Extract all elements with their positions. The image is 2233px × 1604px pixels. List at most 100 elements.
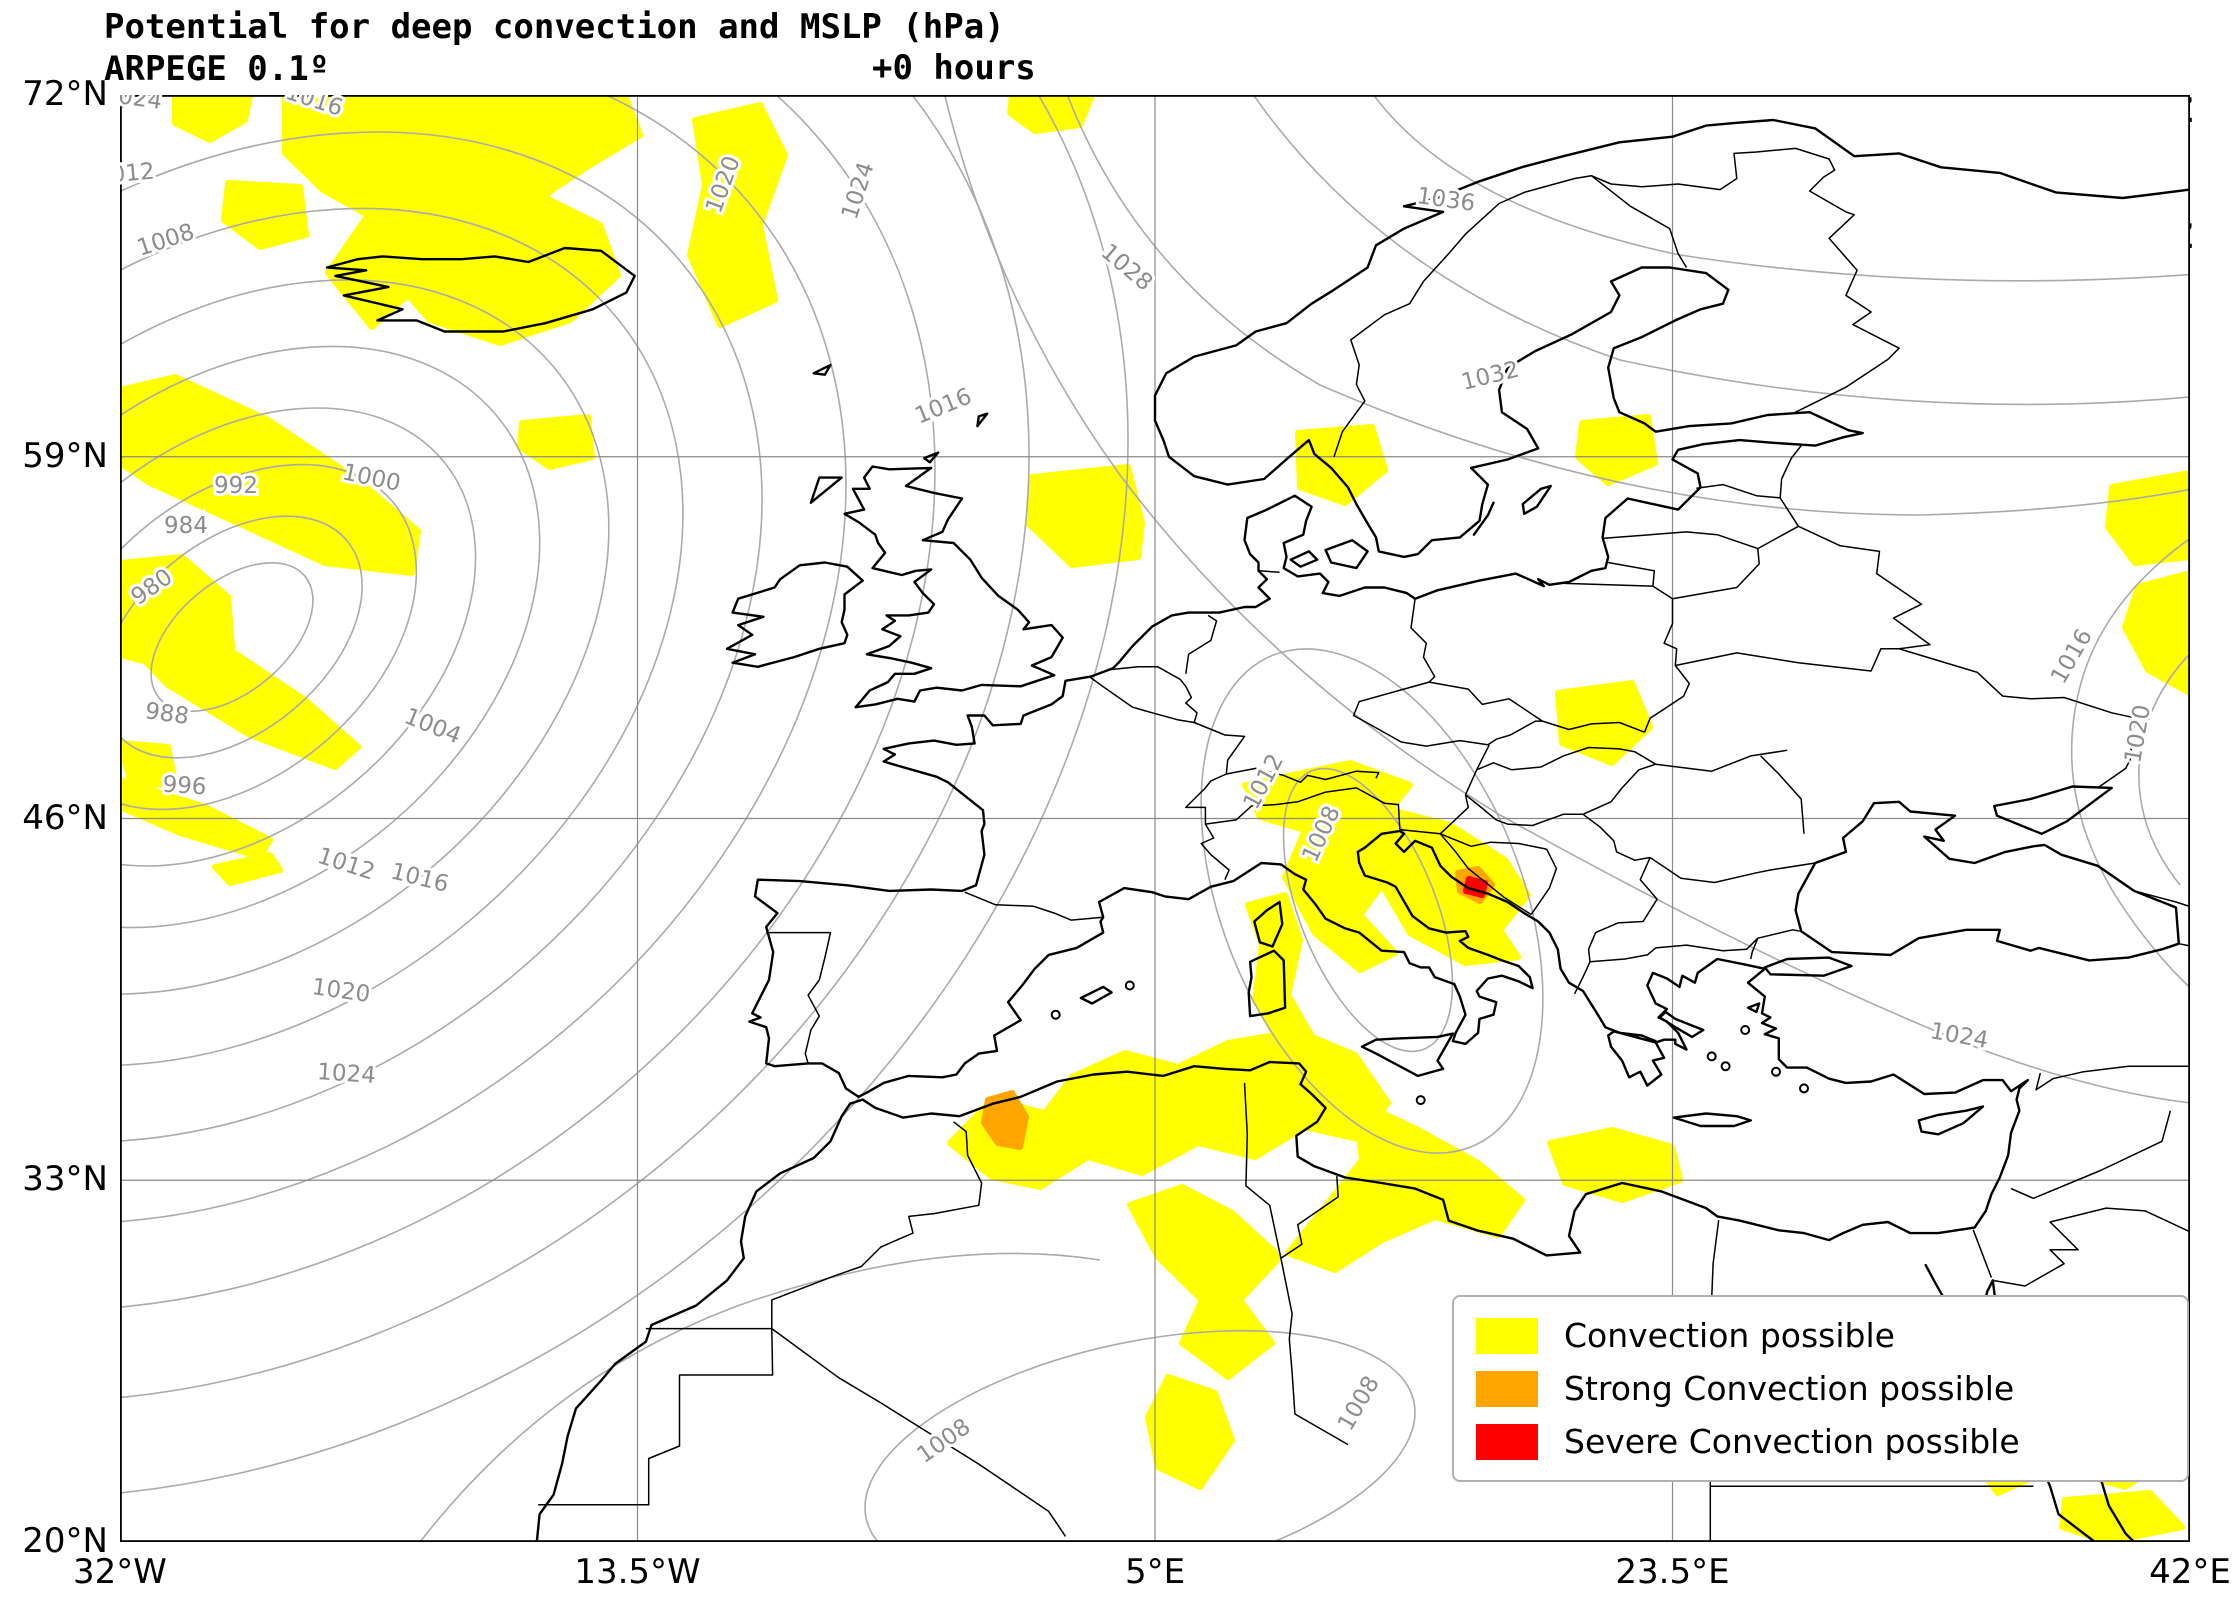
coastline (1521, 484, 1552, 515)
isobar-value-label: 1008 (134, 219, 198, 262)
coastline (325, 246, 636, 333)
country-border (1410, 598, 1436, 683)
isobar-line (1066, 95, 2190, 516)
isobar-line (150, 562, 314, 712)
country-border (964, 891, 1104, 921)
isobar-value-label: 1024 (1928, 1018, 1990, 1054)
legend-item: Strong Convection possible (1476, 1362, 2165, 1415)
isobar-layer (120, 95, 2190, 1542)
island-mark (1415, 1095, 1426, 1106)
coastline (1289, 550, 1319, 568)
coastline (1993, 785, 2113, 835)
isobar-value-label: 1008 (1333, 1372, 1385, 1436)
country-border (2178, 942, 2190, 947)
isobar-value-label: 1020 (2120, 703, 2156, 765)
y-tick-label: 59°N (22, 435, 108, 476)
coastline (1247, 949, 1287, 1018)
island-mark (1740, 1025, 1751, 1035)
isobar-line (120, 207, 684, 1067)
isobar-line (120, 95, 936, 1311)
country-border (1243, 1082, 1282, 1259)
country-border (1280, 1176, 1339, 1259)
legend-item: Severe Convection possible (1476, 1415, 2165, 1468)
model-resolution-label: ARPEGE 0.1º (104, 49, 330, 89)
isobar-value-label: 1024 (316, 1059, 376, 1089)
legend-swatch-severe-convection (1476, 1423, 1538, 1460)
country-border (1696, 483, 1781, 499)
isobar-value-label: 988 (143, 698, 190, 730)
coastline (1746, 1002, 1761, 1014)
convection-area (172, 95, 253, 143)
country-border (1205, 787, 1401, 830)
y-tick-label: 72°N (22, 74, 108, 114)
isobar-value-label: 1016 (388, 859, 451, 898)
isobar-line (120, 345, 541, 929)
legend-swatch-convection (1476, 1317, 1538, 1354)
coastline (812, 363, 832, 376)
x-tick-label: 13.5°W (574, 1552, 701, 1592)
isobar-line (2138, 652, 2190, 886)
country-border (1439, 833, 1532, 916)
coastline (725, 561, 864, 668)
country-border (1185, 614, 1218, 674)
isobar-line (120, 95, 1030, 1403)
country-border (1465, 763, 1656, 827)
isobar-value-label: 992 (214, 473, 258, 499)
island-mark (1720, 1061, 1731, 1072)
coastline (1763, 956, 1853, 977)
country-border (1655, 749, 1788, 772)
map-border (120, 95, 2190, 1542)
country-border (1226, 767, 1380, 784)
x-tick-label: 5°E (1124, 1552, 1186, 1592)
map-title: Potential for deep convection and MSLP (… (104, 7, 1005, 47)
x-tick-label: 32°W (73, 1552, 167, 1592)
isobar-line (1200, 648, 1544, 1154)
country-border (1590, 175, 1688, 268)
country-border (538, 1328, 774, 1506)
convection-area (687, 102, 788, 328)
coastline (809, 476, 843, 504)
coastline (1472, 501, 1495, 536)
country-border (1779, 445, 1802, 498)
convection-area (362, 180, 621, 346)
coastline (1917, 1105, 1985, 1136)
island-mark (1771, 1066, 1781, 1077)
isobar-value-label: 1012 (120, 159, 156, 190)
legend-item-label: Convection possible (1564, 1316, 1895, 1355)
country-border (1675, 648, 1900, 672)
coastline (843, 465, 1064, 709)
y-tick-label: 46°N (22, 797, 108, 838)
isobar-value-label: 984 (164, 513, 208, 539)
country-border (1672, 548, 1760, 600)
legend-item-label: Severe Convection possible (1564, 1422, 2020, 1461)
border-layer (538, 147, 2190, 1542)
isobar-value-label: 1024 (120, 95, 164, 115)
isobar-line (943, 95, 2190, 1104)
coastline (1079, 985, 1113, 1005)
island-mark (1124, 980, 1135, 991)
country-border (766, 931, 832, 1064)
country-border (771, 1327, 1067, 1537)
convection-area (221, 180, 309, 250)
country-border (1542, 720, 1645, 733)
country-border (1608, 561, 1656, 587)
isobar-value-label: 1016 (911, 383, 975, 429)
convection-layer (120, 95, 2190, 1542)
coastline (1672, 1112, 1752, 1128)
legend-item: Convection possible (1476, 1309, 2165, 1362)
country-border (1603, 531, 1759, 550)
country-border (2035, 1065, 2190, 1091)
country-border (1280, 1258, 1349, 1446)
isobar-line (1372, 95, 2190, 282)
country-border (1110, 666, 1198, 723)
coastline (976, 412, 989, 428)
country-border (1760, 755, 1805, 834)
country-border (1258, 570, 1280, 573)
coastline (535, 118, 2190, 1542)
country-border (1798, 525, 1931, 650)
isobar-value-label: 1004 (401, 703, 465, 749)
country-border (771, 1121, 983, 1329)
isobar-line (120, 463, 418, 811)
convection-area (1547, 1127, 1683, 1203)
